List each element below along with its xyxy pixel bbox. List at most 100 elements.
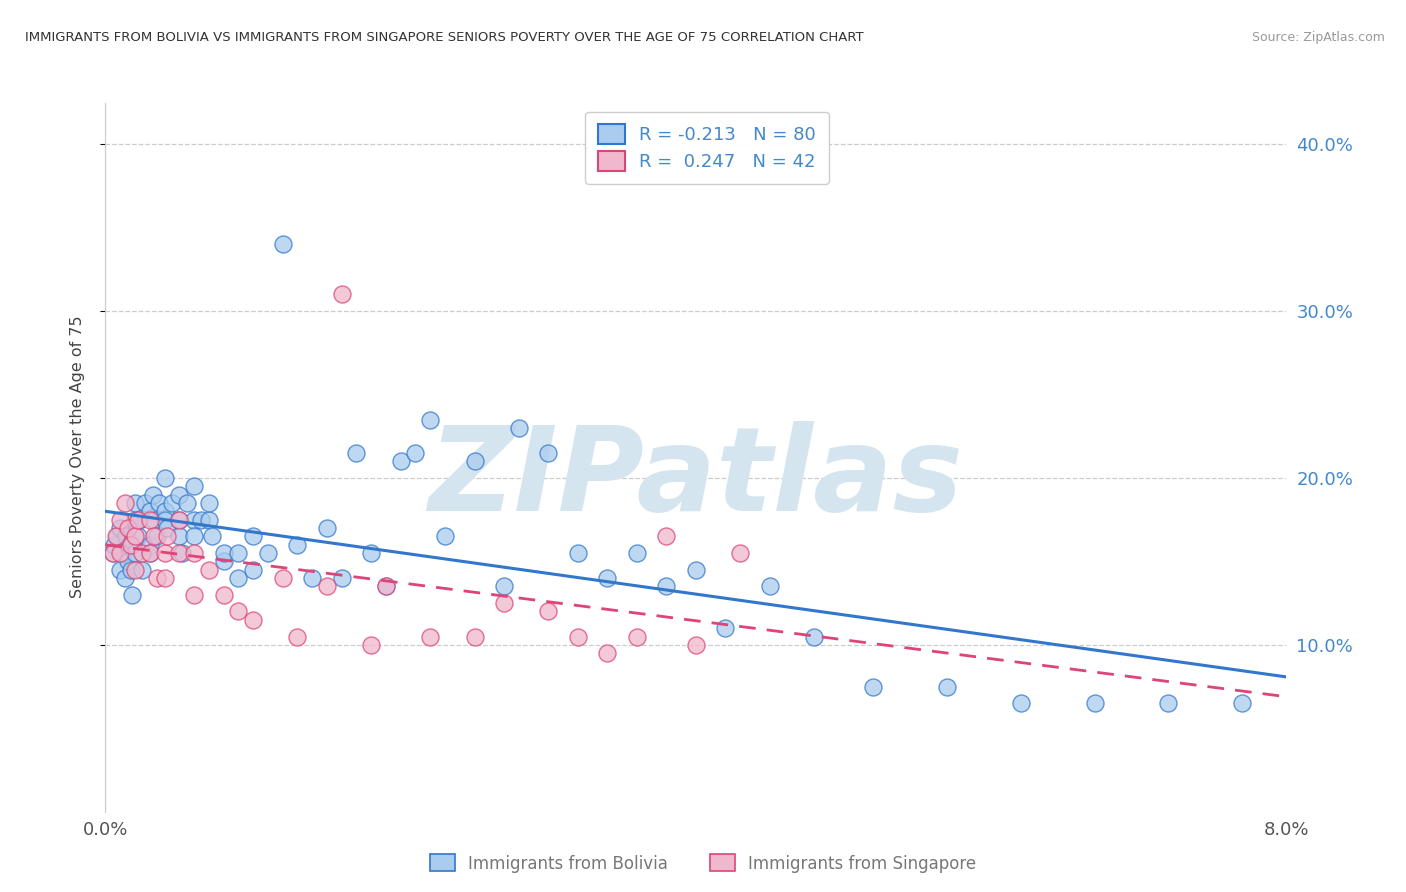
Point bbox=[1084, 696, 1107, 710]
Point bbox=[124, 496, 146, 510]
Point bbox=[655, 529, 678, 543]
Point bbox=[139, 538, 162, 552]
Point bbox=[114, 496, 136, 510]
Point bbox=[124, 513, 146, 527]
Point bbox=[685, 638, 707, 652]
Point bbox=[153, 513, 176, 527]
Point bbox=[197, 563, 221, 577]
Point bbox=[936, 680, 959, 694]
Point bbox=[346, 446, 368, 460]
Point bbox=[360, 546, 382, 560]
Point bbox=[494, 579, 516, 593]
Legend: R = -0.213   N = 80, R =  0.247   N = 42: R = -0.213 N = 80, R = 0.247 N = 42 bbox=[585, 112, 828, 184]
Point bbox=[146, 571, 169, 585]
Point bbox=[143, 529, 166, 543]
Point bbox=[212, 546, 235, 560]
Point bbox=[183, 588, 205, 602]
Point bbox=[287, 538, 309, 552]
Point bbox=[730, 546, 752, 560]
Point bbox=[315, 521, 337, 535]
Point bbox=[169, 488, 191, 502]
Point bbox=[103, 538, 125, 552]
Point bbox=[134, 496, 156, 510]
Point bbox=[117, 521, 139, 535]
Point bbox=[156, 529, 179, 543]
Point bbox=[330, 571, 353, 585]
Point bbox=[115, 529, 138, 543]
Point bbox=[464, 454, 486, 468]
Point bbox=[242, 613, 264, 627]
Point bbox=[169, 529, 191, 543]
Point bbox=[537, 605, 560, 619]
Point bbox=[596, 646, 619, 660]
Point bbox=[112, 546, 135, 560]
Point bbox=[596, 571, 619, 585]
Legend: Immigrants from Bolivia, Immigrants from Singapore: Immigrants from Bolivia, Immigrants from… bbox=[423, 847, 983, 880]
Point bbox=[121, 588, 143, 602]
Point bbox=[389, 454, 412, 468]
Point bbox=[212, 588, 235, 602]
Point bbox=[139, 504, 162, 518]
Point bbox=[494, 596, 516, 610]
Point bbox=[759, 579, 782, 593]
Point bbox=[242, 529, 264, 543]
Point bbox=[148, 496, 170, 510]
Point bbox=[143, 513, 166, 527]
Point bbox=[197, 513, 221, 527]
Point bbox=[142, 488, 165, 502]
Text: ZIPatlas: ZIPatlas bbox=[429, 421, 963, 536]
Point bbox=[626, 630, 648, 644]
Point bbox=[110, 546, 132, 560]
Point bbox=[330, 287, 353, 301]
Point bbox=[169, 513, 191, 527]
Point bbox=[271, 237, 294, 252]
Point bbox=[110, 521, 132, 535]
Point bbox=[153, 546, 176, 560]
Point bbox=[124, 546, 146, 560]
Point bbox=[228, 605, 250, 619]
Point bbox=[131, 563, 153, 577]
Point bbox=[655, 579, 678, 593]
Point bbox=[117, 554, 139, 568]
Point bbox=[374, 579, 398, 593]
Point bbox=[419, 630, 441, 644]
Point bbox=[228, 546, 250, 560]
Point bbox=[183, 479, 205, 493]
Point bbox=[190, 513, 212, 527]
Point bbox=[139, 546, 162, 560]
Point bbox=[803, 630, 825, 644]
Point bbox=[128, 513, 150, 527]
Point bbox=[183, 513, 205, 527]
Point bbox=[110, 563, 132, 577]
Point bbox=[685, 563, 707, 577]
Point bbox=[146, 529, 169, 543]
Point bbox=[139, 513, 162, 527]
Point bbox=[120, 538, 142, 552]
Point bbox=[242, 563, 264, 577]
Point bbox=[508, 421, 530, 435]
Y-axis label: Seniors Poverty Over the Age of 75: Seniors Poverty Over the Age of 75 bbox=[70, 316, 84, 599]
Point bbox=[153, 504, 176, 518]
Point bbox=[105, 529, 128, 543]
Point bbox=[118, 538, 141, 552]
Point bbox=[405, 446, 427, 460]
Point bbox=[626, 546, 648, 560]
Point bbox=[537, 446, 560, 460]
Point bbox=[101, 546, 124, 560]
Point bbox=[153, 571, 176, 585]
Point bbox=[315, 579, 337, 593]
Point bbox=[1232, 696, 1254, 710]
Point bbox=[271, 571, 294, 585]
Point bbox=[1010, 696, 1032, 710]
Point bbox=[567, 546, 589, 560]
Point bbox=[124, 529, 146, 543]
Point bbox=[714, 621, 737, 635]
Point bbox=[127, 513, 149, 527]
Point bbox=[169, 513, 191, 527]
Point bbox=[139, 546, 162, 560]
Point bbox=[153, 471, 176, 485]
Text: Source: ZipAtlas.com: Source: ZipAtlas.com bbox=[1251, 31, 1385, 45]
Point bbox=[257, 546, 280, 560]
Point bbox=[464, 630, 486, 644]
Point bbox=[131, 546, 153, 560]
